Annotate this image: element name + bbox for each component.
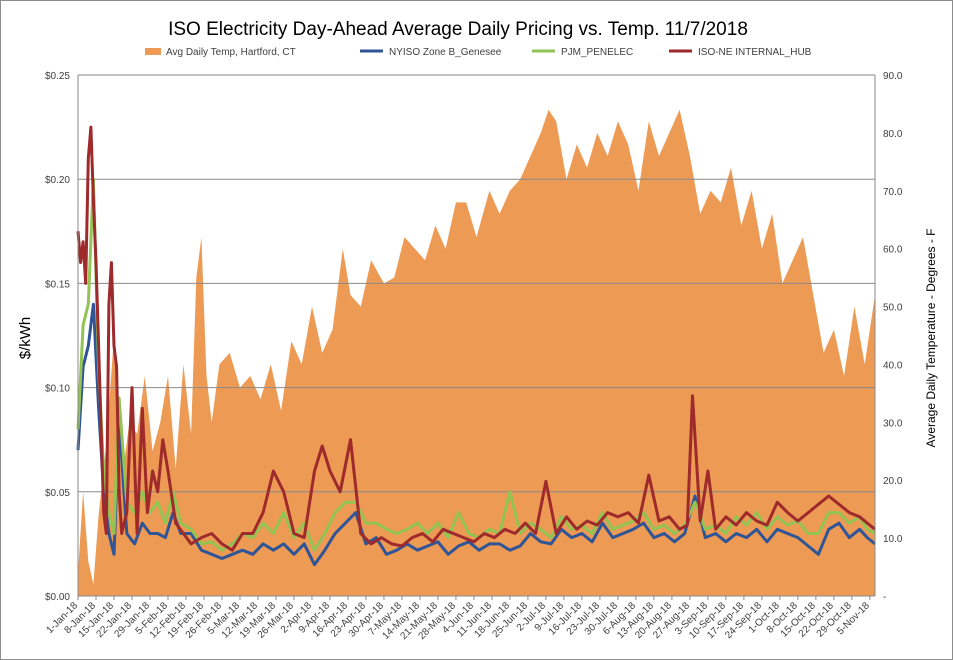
y-axis-right-ticks: - 10.0 20.0 30.0 40.0 50.0 60.0 70.0 80.0 90.0 xyxy=(883,71,903,603)
temperature-area-layer xyxy=(78,109,875,596)
legend-label-isone: ISO-NE INTERNAL_HUB xyxy=(698,47,812,58)
y-tick-label: $0.20 xyxy=(45,175,70,186)
series-line-1 xyxy=(76,302,876,567)
y2-tick-label: 10.0 xyxy=(883,534,903,545)
y2-tick-label: 70.0 xyxy=(883,187,903,198)
legend-label-pjm: PJM_PENELEC xyxy=(561,47,633,58)
y-tick-label: $0.15 xyxy=(45,279,70,290)
y-axis-left-ticks: $0.00 $0.05 $0.10 $0.15 $0.20 $0.25 xyxy=(45,71,70,603)
series-line-2 xyxy=(76,177,876,552)
y-tick-label: $0.05 xyxy=(45,488,70,499)
price-lines-layer xyxy=(76,125,876,567)
y-axis-right-title: Average Daily Temperature - Degrees - F xyxy=(924,229,938,448)
gridlines xyxy=(78,74,875,493)
x-axis-ticks: 1-Jan-188-Jan-1815-Jan-1822-Jan-1829-Jan… xyxy=(44,596,872,642)
y2-tick-label: 30.0 xyxy=(883,418,903,429)
y2-tick-label: 50.0 xyxy=(883,303,903,314)
temperature-area-series xyxy=(78,109,875,596)
y-tick-label: $0.25 xyxy=(45,71,70,82)
y2-tick-label: 80.0 xyxy=(883,129,903,140)
chart-title: ISO Electricity Day-Ahead Average Daily … xyxy=(168,19,748,40)
legend-label-nyiso: NYISO Zone B_Genesee xyxy=(389,47,502,58)
y2-tick-label: 60.0 xyxy=(883,245,903,256)
y2-tick-label: 40.0 xyxy=(883,360,903,371)
legend: Avg Daily Temp, Hartford, CT NYISO Zone … xyxy=(145,47,812,58)
y-axis-left-title: $/kWh xyxy=(17,317,34,360)
series-line-3 xyxy=(76,125,876,552)
y-tick-label: $0.10 xyxy=(45,384,70,395)
axes xyxy=(77,75,876,597)
legend-label-temp: Avg Daily Temp, Hartford, CT xyxy=(166,47,296,58)
y2-tick-label: - xyxy=(883,592,886,603)
legend-swatch-temp xyxy=(145,48,161,55)
y-tick-label: $0.00 xyxy=(45,592,70,603)
y2-tick-label: 90.0 xyxy=(883,71,903,82)
y2-tick-label: 20.0 xyxy=(883,476,903,487)
